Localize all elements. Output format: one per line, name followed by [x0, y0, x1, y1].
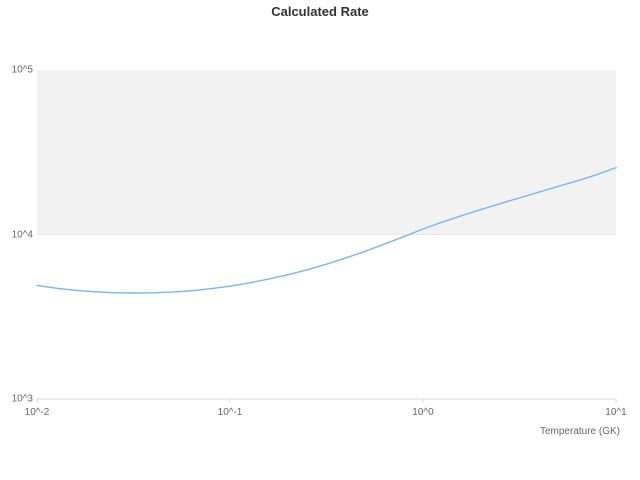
- x-axis-title: Temperature (GK): [539, 426, 620, 437]
- x-axis-ticks: [36, 399, 617, 403]
- rate-series-line: [36, 166, 617, 294]
- x-tick-label-1e0: 10^0: [412, 407, 434, 418]
- x-tick-label-1e-2: 10^-2: [24, 407, 50, 418]
- plot-band-decade: [37, 70, 616, 235]
- y-tick-label-1e4: 10^4: [11, 229, 33, 241]
- x-tick-label-1e-1: 10^-1: [217, 407, 243, 418]
- y-tick-label-1e5: 10^5: [11, 64, 33, 76]
- x-tick-label-1e1: 10^1: [605, 407, 627, 418]
- y-tick-label-1e3: 10^3: [11, 393, 33, 405]
- chart-title: Calculated Rate: [271, 4, 369, 19]
